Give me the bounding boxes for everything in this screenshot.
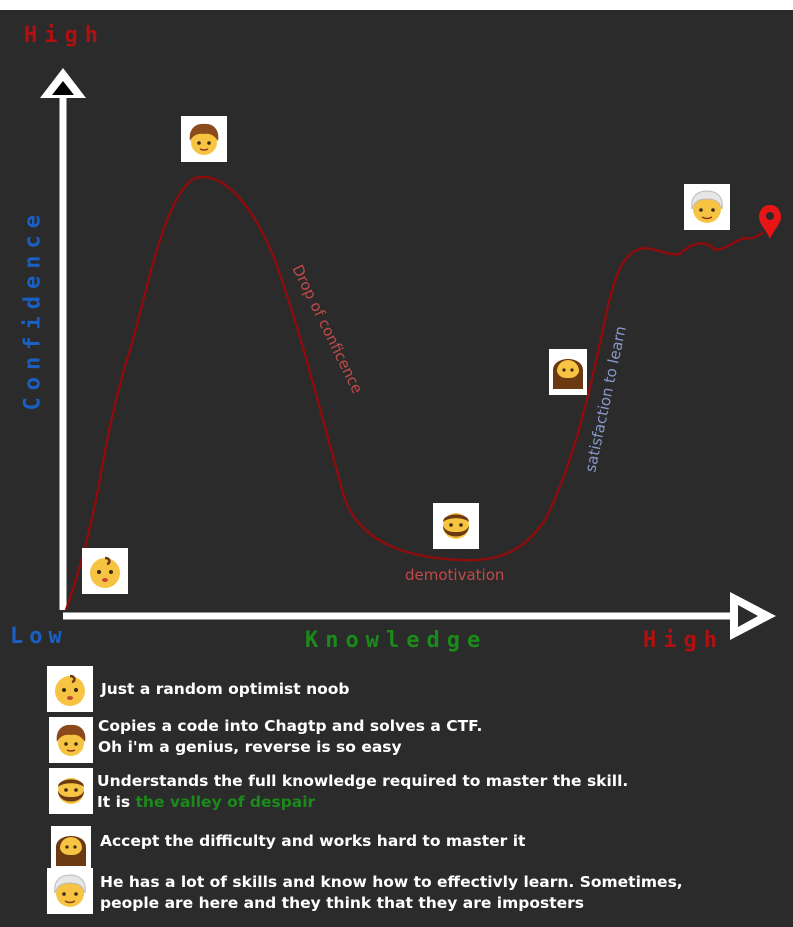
curly-hair-person-icon [189,123,219,155]
legend-item-3-line-1: Understands the full knowledge required … [97,772,629,790]
curly-hair-person-icon [56,724,86,756]
old-person-icon [54,874,86,907]
valley-of-despair-highlight: the valley of despair [135,793,316,811]
legend-item-5: He has a lot of skills and know how to e… [100,872,683,914]
drop-of-confidence-label: Drop of conficence [288,262,366,397]
old-person-icon [691,190,723,223]
old-person-marker [684,184,730,230]
legend-old-box [47,868,93,914]
baby-icon [55,674,85,706]
chart-svg: Drop of conficence demotivation satisfac… [40,68,781,640]
legend-item-1-line-1: Just a random optimist noob [101,680,350,698]
long-haired-bearded-person-icon [552,359,584,389]
x-axis-title: Knowledge [305,628,488,653]
confidence-curve [64,175,765,611]
legend-long-hair-box [51,826,91,872]
long-haired-bearded-person-icon [55,836,87,866]
legend-item-5-line-1: He has a lot of skills and know how to e… [100,873,683,891]
legend-item-2: Copies a code into Chagtp and solves a C… [98,716,482,758]
baby-icon-marker [82,548,128,594]
legend-item-3-prefix: It is [97,793,136,811]
bearded-marker [433,503,479,549]
legend-item-3: Understands the full knowledge required … [97,771,628,813]
y-axis-high-label: High [24,23,105,48]
legend-baby-box [47,666,93,712]
x-axis-high-label: High [643,628,724,653]
diagram-canvas: Drop of conficence demotivation satisfac… [0,10,793,927]
demotivation-label: demotivation [405,566,504,584]
legend-bearded-box [49,768,93,814]
legend-item-4: Accept the difficulty and works hard to … [100,831,525,852]
long-hair-bearded-marker [549,349,587,395]
x-axis-low-label: Low [10,624,68,649]
legend-item-1: Just a random optimist noob [101,679,350,700]
legend-item-3-line-2: It is the valley of despair [97,792,628,813]
bearded-person-icon [443,513,469,539]
location-pin-icon [759,205,781,239]
legend-curly-box [49,717,93,763]
bearded-person-icon [58,778,84,804]
legend-item-5-line-2: people are here and they think that they… [100,894,585,912]
y-axis-title: Confidence [20,208,46,411]
y-axis-arrow-inner [52,81,74,95]
x-axis-arrow-inner [738,605,758,627]
curly-hair-marker [181,116,227,162]
satisfaction-label: satisfaction to learn [581,324,630,473]
legend-item-2-line-1: Copies a code into Chagtp and solves a C… [98,717,483,735]
legend-item-2-line-2: Oh i'm a genius, reverse is so easy [98,738,402,756]
legend-item-4-line-1: Accept the difficulty and works hard to … [100,832,526,850]
baby-icon [90,556,120,588]
